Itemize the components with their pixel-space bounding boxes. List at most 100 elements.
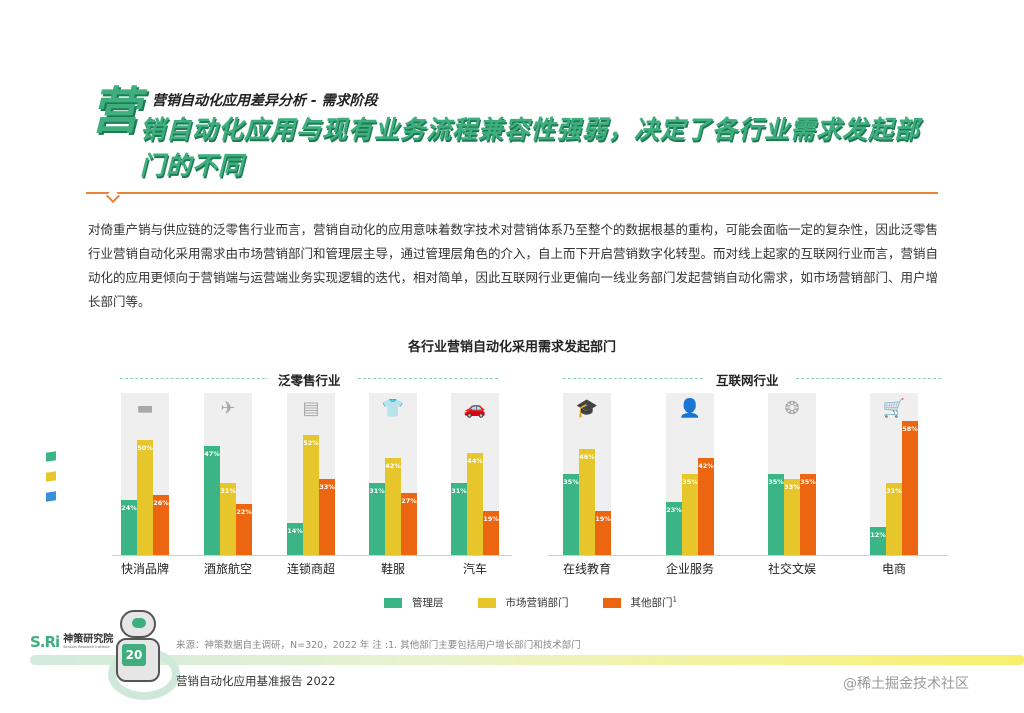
bar-value-label: 31% (220, 487, 236, 496)
category-label: 快消品牌 (120, 562, 169, 576)
category-label: 酒旅航空 (203, 562, 252, 576)
side-mark-yellow (46, 471, 56, 482)
bar-value-label: 35% (563, 478, 579, 487)
bar-value-label: 44% (467, 457, 483, 466)
bar-other: 33% (319, 478, 335, 555)
watermark-credit: @稀土掘金技术社区 (843, 676, 969, 692)
legend-label: 管理层 (412, 597, 444, 609)
logo-name-en: Sensors Research Institute (63, 645, 110, 649)
bar-group: 👤 23% 35% 42% (666, 393, 714, 555)
category-label: 电商 (881, 562, 906, 576)
section-label-internet: 互联网行业 (706, 370, 789, 389)
report-title: 营销自动化应用基准报告 2022 (176, 674, 336, 688)
bar-marketing: 50% (137, 439, 153, 555)
bar-management: 14% (287, 522, 303, 555)
bar-value-label: 47% (204, 450, 220, 459)
bar-other: 58% (902, 421, 918, 555)
bar-marketing: 44% (467, 453, 483, 555)
bar-group: 🎓 35% 46% 19% (563, 393, 611, 555)
section-subtitle: 营销自动化应用差异分析 - 需求阶段 (152, 93, 378, 109)
section-divider-left (563, 378, 703, 379)
bar-group: 👕 31% 42% 27% (369, 393, 417, 555)
film-reel-icon: ❂ (784, 398, 800, 419)
legend-item-other: 其他部门1 (602, 595, 677, 610)
shopping-cart-icon: 🛒 (882, 398, 906, 419)
bar-value-label: 19% (595, 515, 611, 524)
legend-label: 市场营销部门 (505, 597, 569, 609)
category-label: 鞋服 (380, 562, 405, 576)
section-divider-right (796, 378, 941, 379)
bar-other: 19% (595, 511, 611, 555)
legend-item-management: 管理层 (384, 595, 444, 610)
bar-other: 22% (236, 504, 252, 555)
logo-name-cn: 神策研究院 (63, 634, 114, 645)
bar-management: 47% (204, 446, 220, 555)
bar-marketing: 31% (220, 483, 236, 555)
robot-badge: 20 (122, 644, 146, 666)
bar-group: ▤ 14% 52% 33% (287, 393, 335, 555)
bar-value-label: 52% (303, 438, 319, 447)
institute-logo: S.Ri 神策研究院 Sensors Research Institute (30, 633, 113, 651)
storefront-icon: ▤ (302, 398, 320, 419)
header-divider (86, 192, 938, 194)
section-divider-right (358, 378, 498, 379)
chart-baseline (112, 555, 512, 556)
category-label: 汽车 (462, 562, 487, 576)
category-label: 社交文娱 (767, 562, 816, 576)
bar-management: 35% (563, 474, 579, 555)
bar-marketing: 42% (385, 457, 401, 555)
body-paragraph: 对倚重产销与供应链的泛零售行业而言，营销自动化的应用意味着数字技术对营销体系乃至… (88, 222, 939, 309)
bar-value-label: 31% (451, 487, 467, 496)
source-note: 来源：神策数据自主调研，N=320，2022 年 注 :1. 其他部门主要包括用… (176, 640, 581, 651)
bar-value-label: 35% (682, 478, 698, 487)
bar-management: 12% (870, 527, 886, 555)
title-initial-char: 营 (90, 82, 140, 140)
bar-value-label: 35% (768, 478, 784, 487)
section-divider-left (120, 378, 275, 379)
bar-value-label: 27% (401, 496, 417, 505)
logo-mark: S.Ri (30, 633, 60, 651)
bar-value-label: 23% (666, 505, 682, 514)
bar-marketing: 35% (682, 474, 698, 555)
bar-group: 🛒 12% 31% 58% (870, 393, 918, 555)
bar-value-label: 22% (236, 508, 252, 517)
bar-value-label: 12% (870, 531, 886, 540)
category-label: 连锁商超 (286, 562, 335, 576)
bar-other: 26% (153, 494, 169, 555)
bar-group: ▬ 24% 50% 26% (121, 393, 169, 555)
car-icon: 🚗 (463, 398, 487, 419)
bar-value-label: 35% (800, 478, 816, 487)
bar-value-label: 31% (886, 487, 902, 496)
bar-group: ✈ 47% 31% 22% (204, 393, 252, 555)
bar-management: 31% (451, 483, 467, 555)
tissue-box-icon: ▬ (136, 398, 154, 419)
bar-management: 23% (666, 501, 682, 555)
side-mark-blue (46, 491, 56, 502)
bar-value-label: 33% (319, 482, 335, 491)
side-mark-green (46, 451, 56, 462)
side-color-marks (46, 451, 56, 512)
bar-value-label: 14% (287, 526, 303, 535)
bar-value-label: 42% (698, 461, 714, 470)
bar-value-label: 31% (369, 487, 385, 496)
legend-swatch (477, 597, 496, 608)
legend-swatch (602, 597, 621, 608)
bar-management: 24% (121, 499, 137, 555)
robot-mascot-icon: 20 (100, 600, 180, 710)
section-label-retail: 泛零售行业 (268, 370, 351, 389)
bar-management: 35% (768, 474, 784, 555)
bar-value-label: 42% (385, 461, 401, 470)
tshirt-icon: 👕 (381, 398, 405, 419)
legend-item-marketing: 市场营销部门 (477, 595, 569, 610)
bar-other: 19% (483, 511, 499, 555)
page-headline: 销自动化应用与现有业务流程兼容性强弱，决定了各行业需求发起部门的不同 (140, 115, 921, 180)
chart-legend: 管理层 市场营销部门 其他部门1 (384, 595, 677, 610)
chart-title: 各行业营销自动化采用需求发起部门 (407, 340, 616, 355)
bar-value-label: 58% (902, 425, 918, 434)
bar-value-label: 46% (579, 452, 595, 461)
bar-marketing: 46% (579, 448, 595, 555)
bar-management: 31% (369, 483, 385, 555)
bar-group: 🚗 31% 44% 19% (451, 393, 499, 555)
footer-band (30, 655, 1024, 665)
bar-value-label: 24% (121, 503, 137, 512)
